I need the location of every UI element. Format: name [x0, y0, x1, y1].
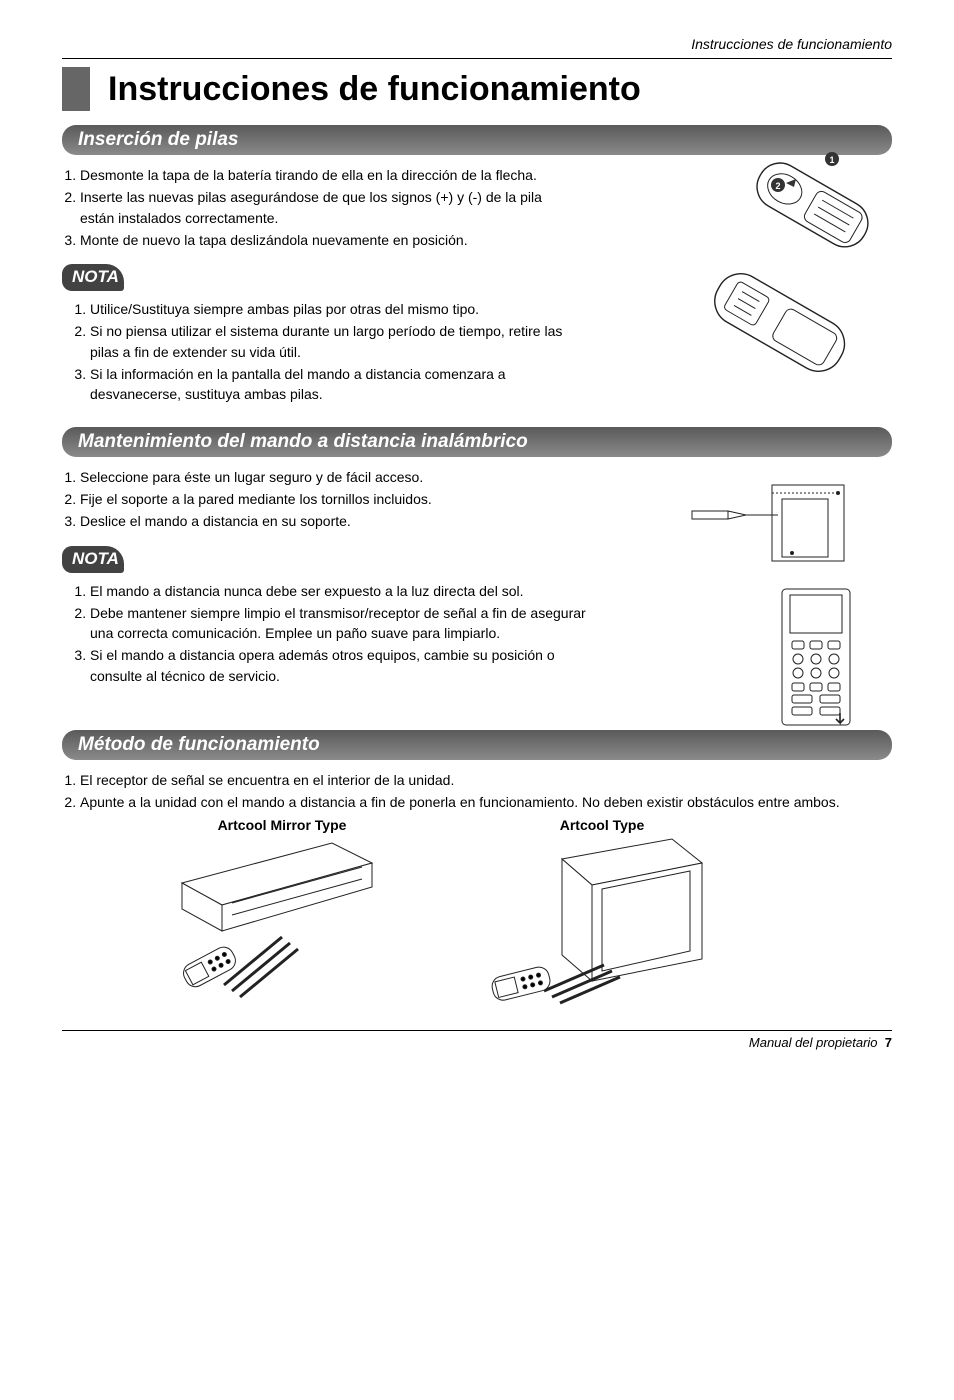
mantenimiento-nota-list: El mando a distancia nunca debe ser expu… — [62, 581, 610, 686]
remote-battery-illustration: 1 2 — [682, 145, 912, 415]
footer-text: Manual del propietario — [749, 1035, 878, 1050]
footer: Manual del propietario 7 — [62, 1030, 892, 1050]
list-item: Si no piensa utilizar el sistema durante… — [90, 321, 577, 362]
artcool-illustration — [472, 833, 732, 1013]
remote-face-illustration — [780, 587, 852, 727]
running-header: Instrucciones de funcionamiento — [62, 36, 892, 52]
header-rule — [62, 58, 892, 59]
list-item: Desmonte la tapa de la batería tirando d… — [80, 165, 577, 185]
list-item: Fije el soporte a la pared mediante los … — [80, 489, 610, 509]
section-insercion: Desmonte la tapa de la batería tirando d… — [62, 165, 892, 405]
svg-text:1: 1 — [829, 155, 834, 165]
nota-badge: NOTA — [62, 264, 124, 291]
list-item: Utilice/Sustituya siempre ambas pilas po… — [90, 299, 577, 319]
insercion-nota-list: Utilice/Sustituya siempre ambas pilas po… — [62, 299, 577, 404]
svg-text:2: 2 — [775, 181, 780, 191]
page-number: 7 — [885, 1035, 892, 1050]
section-pill-metodo: Método de funcionamiento — [62, 730, 892, 760]
list-item: Monte de nuevo la tapa deslizándola nuev… — [80, 230, 577, 250]
artcool-block: Artcool Type — [472, 817, 732, 1018]
insercion-list: Desmonte la tapa de la batería tirando d… — [62, 165, 577, 250]
section-mantenimiento: Seleccione para éste un lugar seguro y d… — [62, 467, 892, 686]
artcool-label: Artcool Type — [472, 817, 732, 833]
list-item: El mando a distancia nunca debe ser expu… — [90, 581, 610, 601]
metodo-list: El receptor de señal se encuentra en el … — [62, 770, 892, 813]
list-item: Deslice el mando a distancia en su sopor… — [80, 511, 610, 531]
list-item: Si el mando a distancia opera además otr… — [90, 645, 610, 686]
page-title-row: Instrucciones de funcionamiento — [62, 67, 892, 111]
artcool-mirror-block: Artcool Mirror Type — [152, 817, 412, 1018]
wall-holder-illustration — [682, 477, 862, 567]
list-item: Si la información en la pantalla del man… — [90, 364, 577, 405]
list-item: Seleccione para éste un lugar seguro y d… — [80, 467, 610, 487]
list-item: Apunte a la unidad con el mando a distan… — [80, 792, 892, 812]
list-item: El receptor de señal se encuentra en el … — [80, 770, 892, 790]
list-item: Inserte las nuevas pilas asegurándose de… — [80, 187, 577, 228]
mantenimiento-list: Seleccione para éste un lugar seguro y d… — [62, 467, 610, 532]
section-metodo: El receptor de señal se encuentra en el … — [62, 770, 892, 1018]
artcool-mirror-label: Artcool Mirror Type — [152, 817, 412, 833]
nota-badge: NOTA — [62, 546, 124, 573]
page-title: Instrucciones de funcionamiento — [108, 70, 641, 109]
list-item: Debe mantener siempre limpio el transmis… — [90, 603, 610, 644]
artcool-mirror-illustration — [152, 833, 412, 1013]
section-pill-mantenimiento: Mantenimiento del mando a distancia inal… — [62, 427, 892, 457]
title-accent-bar — [62, 67, 90, 111]
